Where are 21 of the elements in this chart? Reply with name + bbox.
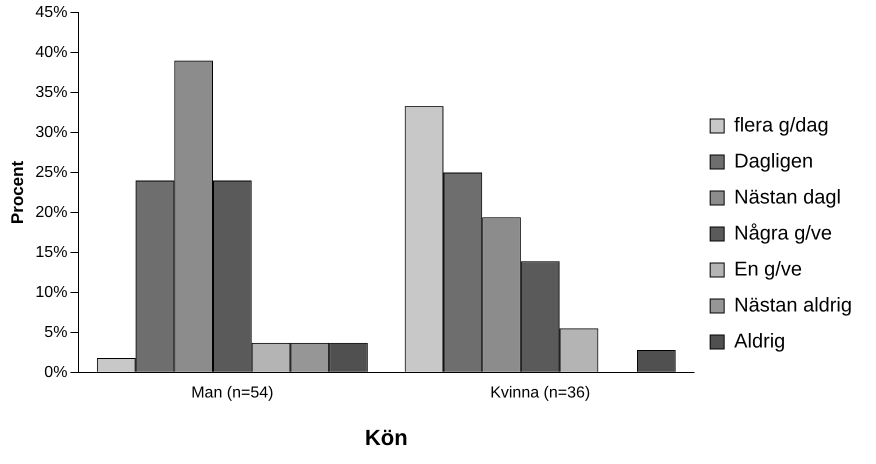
legend-label: En g/ve <box>734 258 802 281</box>
legend-label: Aldrig <box>734 330 786 353</box>
x-axis-title: Kön <box>364 424 408 450</box>
y-tick-label: 45% <box>35 4 68 22</box>
x-tick-label: Kvinna (n=36) <box>490 384 590 402</box>
legend-label: flera g/dag <box>734 114 829 137</box>
y-tick-label: 15% <box>35 244 68 261</box>
y-tick-label: 30% <box>35 124 68 141</box>
legend-label: Nästan dagl <box>734 186 841 209</box>
legend-label: Dagligen <box>734 150 814 173</box>
y-tick-label: 35% <box>35 84 68 101</box>
legend-label: Nästan aldrig <box>734 294 852 317</box>
y-tick-label: 20% <box>35 204 68 221</box>
y-tick-label: 0% <box>44 364 68 381</box>
y-axis-title: Procent <box>8 160 27 224</box>
y-tick-label: 5% <box>44 324 68 341</box>
x-tick-label: Man (n=54) <box>191 384 274 402</box>
y-tick-label: 25% <box>35 164 68 181</box>
legend-label: Några g/ve <box>734 222 832 245</box>
y-tick-label: 10% <box>35 284 68 301</box>
y-tick-label: 40% <box>35 44 68 61</box>
